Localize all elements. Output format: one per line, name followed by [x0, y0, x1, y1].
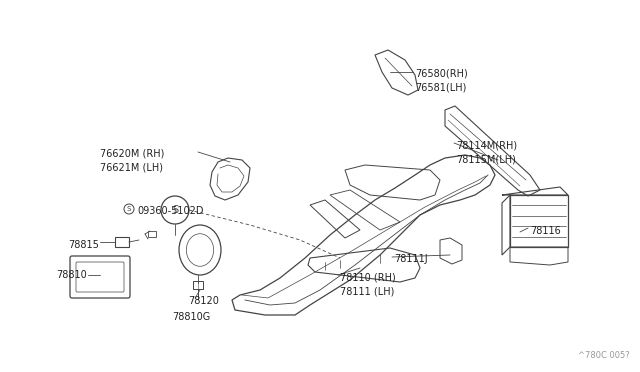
- Text: 78120: 78120: [188, 296, 219, 306]
- Text: 78111J: 78111J: [394, 254, 428, 264]
- Text: 78114M(RH): 78114M(RH): [456, 140, 517, 150]
- Text: 76621M (LH): 76621M (LH): [100, 162, 163, 172]
- Text: 78810G: 78810G: [172, 312, 211, 322]
- Text: 78815: 78815: [68, 240, 99, 250]
- Text: ^780C 005?: ^780C 005?: [579, 351, 630, 360]
- Text: 76581(LH): 76581(LH): [415, 82, 467, 92]
- Text: 09360-5102D: 09360-5102D: [137, 206, 204, 216]
- Text: S: S: [127, 206, 131, 212]
- Text: 78111 (LH): 78111 (LH): [340, 286, 394, 296]
- Text: 78115M(LH): 78115M(LH): [456, 154, 516, 164]
- Text: 78810: 78810: [56, 270, 87, 280]
- Text: 76580(RH): 76580(RH): [415, 68, 468, 78]
- Text: 76620M (RH): 76620M (RH): [100, 148, 164, 158]
- Text: 78110 (RH): 78110 (RH): [340, 272, 396, 282]
- Text: 78116: 78116: [530, 226, 561, 236]
- Text: S: S: [172, 205, 178, 215]
